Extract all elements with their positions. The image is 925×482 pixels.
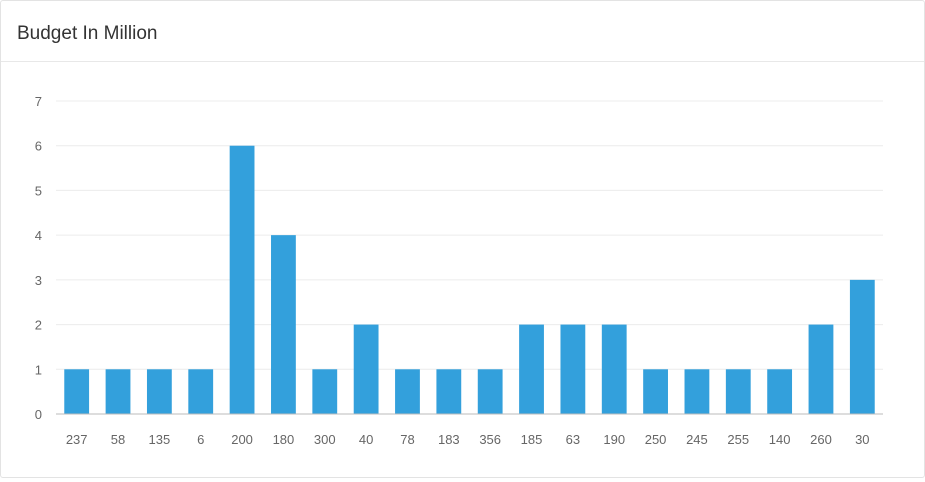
bar[interactable] bbox=[684, 369, 710, 414]
y-tick-label: 4 bbox=[35, 228, 42, 243]
x-tick-label: 255 bbox=[727, 432, 749, 447]
bar[interactable] bbox=[849, 279, 875, 414]
bar[interactable] bbox=[271, 235, 296, 414]
bar[interactable] bbox=[477, 369, 503, 414]
panel-header: Budget In Million bbox=[1, 1, 924, 62]
x-tick-label: 356 bbox=[479, 432, 501, 447]
x-tick-label: 183 bbox=[438, 432, 460, 447]
x-tick-label: 30 bbox=[855, 432, 869, 447]
bar[interactable] bbox=[643, 369, 668, 414]
y-tick-label: 6 bbox=[35, 139, 42, 154]
x-tick-label: 6 bbox=[197, 432, 204, 447]
y-tick-label: 0 bbox=[35, 407, 42, 422]
bar[interactable] bbox=[725, 369, 751, 414]
bar[interactable] bbox=[436, 369, 462, 414]
x-tick-label: 237 bbox=[66, 432, 88, 447]
bars bbox=[64, 145, 875, 414]
bar[interactable] bbox=[229, 145, 255, 414]
x-tick-label: 63 bbox=[566, 432, 580, 447]
x-tick-label: 40 bbox=[359, 432, 373, 447]
grid-lines bbox=[56, 100, 883, 370]
y-tick-label: 3 bbox=[35, 273, 42, 288]
x-axis-ticks: 237 58 135 6 200 180 300 40 78 183 356 185 63 190 250 2… bbox=[66, 432, 870, 447]
bar[interactable] bbox=[519, 324, 544, 414]
x-tick-label: 78 bbox=[400, 432, 414, 447]
x-tick-label: 58 bbox=[111, 432, 125, 447]
bar[interactable] bbox=[188, 369, 214, 414]
x-tick-label: 300 bbox=[314, 432, 336, 447]
x-tick-label: 140 bbox=[769, 432, 791, 447]
x-tick-label: 135 bbox=[149, 432, 171, 447]
x-tick-label: 190 bbox=[603, 432, 625, 447]
panel-title: Budget In Million bbox=[17, 23, 158, 44]
y-tick-label: 2 bbox=[35, 318, 42, 333]
x-tick-label: 250 bbox=[645, 432, 667, 447]
bar[interactable] bbox=[146, 369, 172, 414]
x-tick-label: 185 bbox=[521, 432, 543, 447]
bar[interactable] bbox=[560, 324, 586, 414]
x-tick-label: 200 bbox=[231, 432, 253, 447]
bar[interactable] bbox=[808, 324, 834, 414]
chart-area: 0 1 2 3 4 5 6 7 237 58 135 6 200 180 300 40 78 183 356 185… bbox=[1, 63, 924, 477]
bar[interactable] bbox=[767, 369, 793, 414]
bar[interactable] bbox=[353, 324, 379, 414]
y-tick-label: 1 bbox=[35, 362, 42, 377]
bar[interactable] bbox=[105, 369, 131, 414]
x-tick-label: 180 bbox=[273, 432, 295, 447]
bar[interactable] bbox=[601, 324, 627, 414]
bar[interactable] bbox=[312, 369, 338, 414]
y-axis-ticks: 0 1 2 3 4 5 6 7 bbox=[35, 94, 42, 422]
x-tick-label: 245 bbox=[686, 432, 708, 447]
y-tick-label: 7 bbox=[35, 94, 42, 109]
y-tick-label: 5 bbox=[35, 183, 42, 198]
bar[interactable] bbox=[395, 369, 420, 414]
bar-chart: 0 1 2 3 4 5 6 7 237 58 135 6 200 180 300 40 78 183 356 185… bbox=[35, 94, 883, 447]
bar[interactable] bbox=[64, 369, 90, 414]
x-tick-label: 260 bbox=[810, 432, 832, 447]
